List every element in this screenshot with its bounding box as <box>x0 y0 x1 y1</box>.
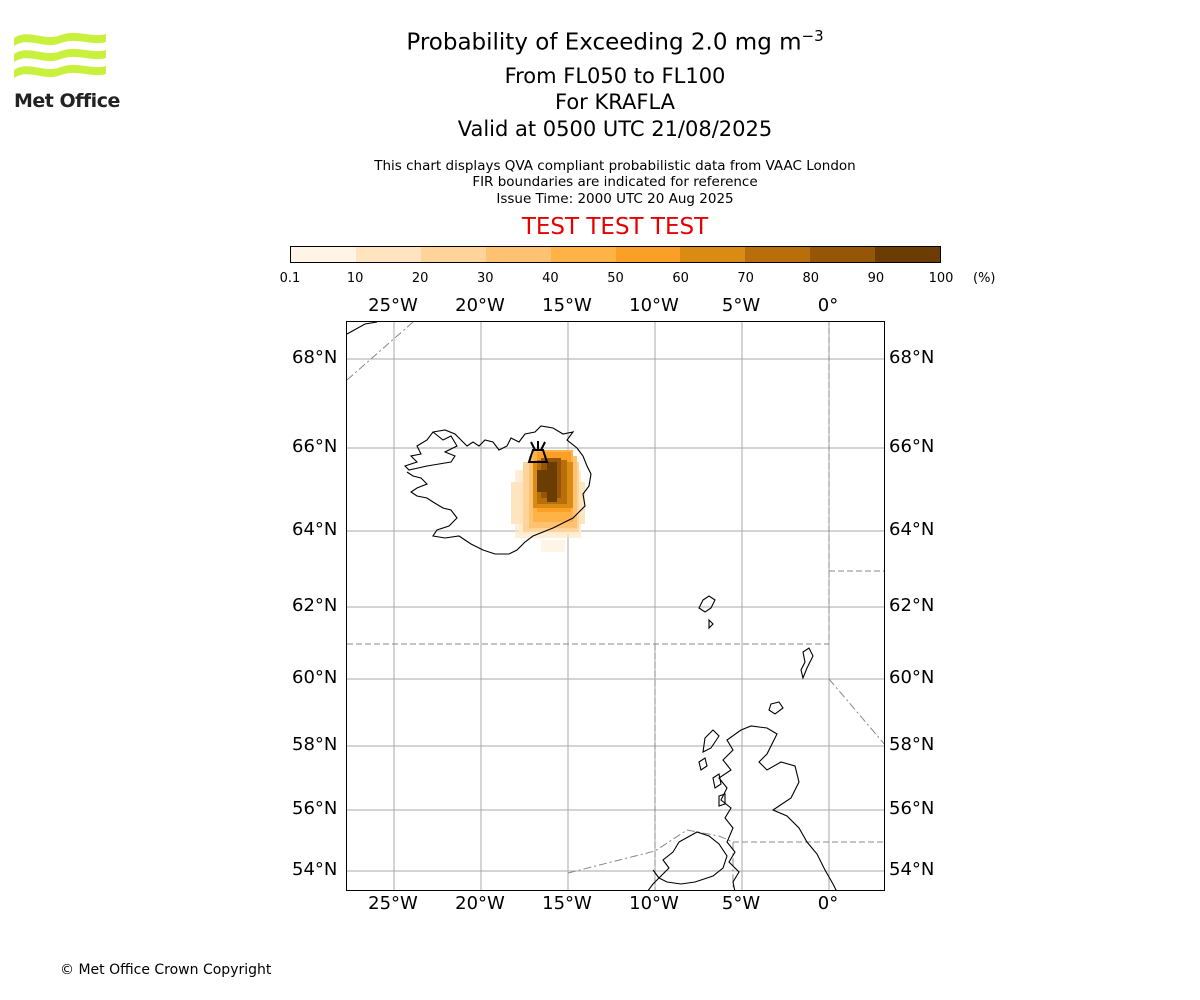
colorbar-tick-label: 10 <box>346 271 364 286</box>
latitude-label: 64°N <box>292 519 338 540</box>
colorbar-tick-label: 60 <box>672 271 689 286</box>
colorbar-segment <box>291 247 356 262</box>
map-svg <box>347 322 884 890</box>
latitude-label: 56°N <box>889 798 935 819</box>
latitude-label: 54°N <box>292 859 338 880</box>
colorbar-segment <box>875 247 941 262</box>
volcano-icon <box>527 441 549 463</box>
info-line-1: This chart displays QVA compliant probab… <box>374 158 856 174</box>
longitude-label: 25°W <box>368 295 418 316</box>
copyright-notice: © Met Office Crown Copyright <box>60 962 272 978</box>
fir-boundaries <box>347 322 884 890</box>
latitude-label: 54°N <box>889 859 935 880</box>
latitude-label: 58°N <box>889 734 935 755</box>
colorbar-segment <box>485 247 551 262</box>
info-line-3: Issue Time: 2000 UTC 20 Aug 2025 <box>496 191 734 207</box>
valid-time: Valid at 0500 UTC 21/08/2025 <box>457 117 773 141</box>
flight-levels: From FL050 to FL100 <box>504 64 726 88</box>
longitude-label: 25°W <box>368 893 418 914</box>
colorbar-tick-label: 30 <box>477 271 494 286</box>
colorbar-segment <box>355 247 421 262</box>
longitude-label: 20°W <box>455 893 505 914</box>
colorbar-segment <box>745 247 811 262</box>
latitude-label: 56°N <box>292 798 338 819</box>
colorbar-tick-label: 80 <box>802 271 820 286</box>
longitude-label: 5°W <box>721 295 761 316</box>
met-office-logo <box>14 32 106 78</box>
colorbar-unit: (%) <box>973 271 996 286</box>
latitude-label: 66°N <box>292 436 338 457</box>
colorbar <box>290 246 941 263</box>
coastlines <box>347 322 837 890</box>
map-frame <box>346 321 885 891</box>
latitude-label: 66°N <box>889 436 935 457</box>
longitude-label: 10°W <box>629 295 679 316</box>
colorbar-tick-label: 0.1 <box>279 271 301 286</box>
latitude-label: 62°N <box>889 595 935 616</box>
latitude-label: 68°N <box>889 347 935 368</box>
longitude-label: 0° <box>817 295 839 316</box>
test-banner: TEST TEST TEST <box>521 214 709 240</box>
latitude-label: 58°N <box>292 734 338 755</box>
colorbar-segment <box>420 247 486 262</box>
longitude-label: 10°W <box>629 893 679 914</box>
latitude-label: 68°N <box>292 347 338 368</box>
ash-probability-field <box>511 450 585 552</box>
latitude-label: 60°N <box>292 667 338 688</box>
colorbar-tick-label: 100 <box>928 271 954 286</box>
longitude-label: 15°W <box>542 893 592 914</box>
longitude-label: 5°W <box>721 893 761 914</box>
fir-boundaries-dashdot <box>347 322 884 890</box>
longitude-label: 0° <box>817 893 839 914</box>
title-superscript: −3 <box>801 27 824 45</box>
colorbar-segment <box>680 247 746 262</box>
colorbar-segment <box>810 247 876 262</box>
colorbar-tick-label: 20 <box>411 271 429 286</box>
logo-text: Met Office <box>14 90 120 112</box>
colorbar-tick-label: 40 <box>542 271 559 286</box>
latitude-label: 60°N <box>889 667 935 688</box>
latitude-label: 64°N <box>889 519 935 540</box>
colorbar-tick-label: 90 <box>867 271 885 286</box>
longitude-label: 15°W <box>542 295 592 316</box>
longitude-label: 20°W <box>455 295 505 316</box>
info-line-2: FIR boundaries are indicated for referen… <box>472 174 758 190</box>
colorbar-segment <box>615 247 681 262</box>
colorbar-tick-label: 70 <box>737 271 754 286</box>
colorbar-segment <box>550 247 616 262</box>
latitude-label: 62°N <box>292 595 338 616</box>
colorbar-tick-label: 50 <box>607 271 624 286</box>
volcano-name: For KRAFLA <box>555 90 675 114</box>
chart-title: Probability of Exceeding 2.0 mg m−3 <box>406 27 824 56</box>
gridlines <box>347 322 884 890</box>
